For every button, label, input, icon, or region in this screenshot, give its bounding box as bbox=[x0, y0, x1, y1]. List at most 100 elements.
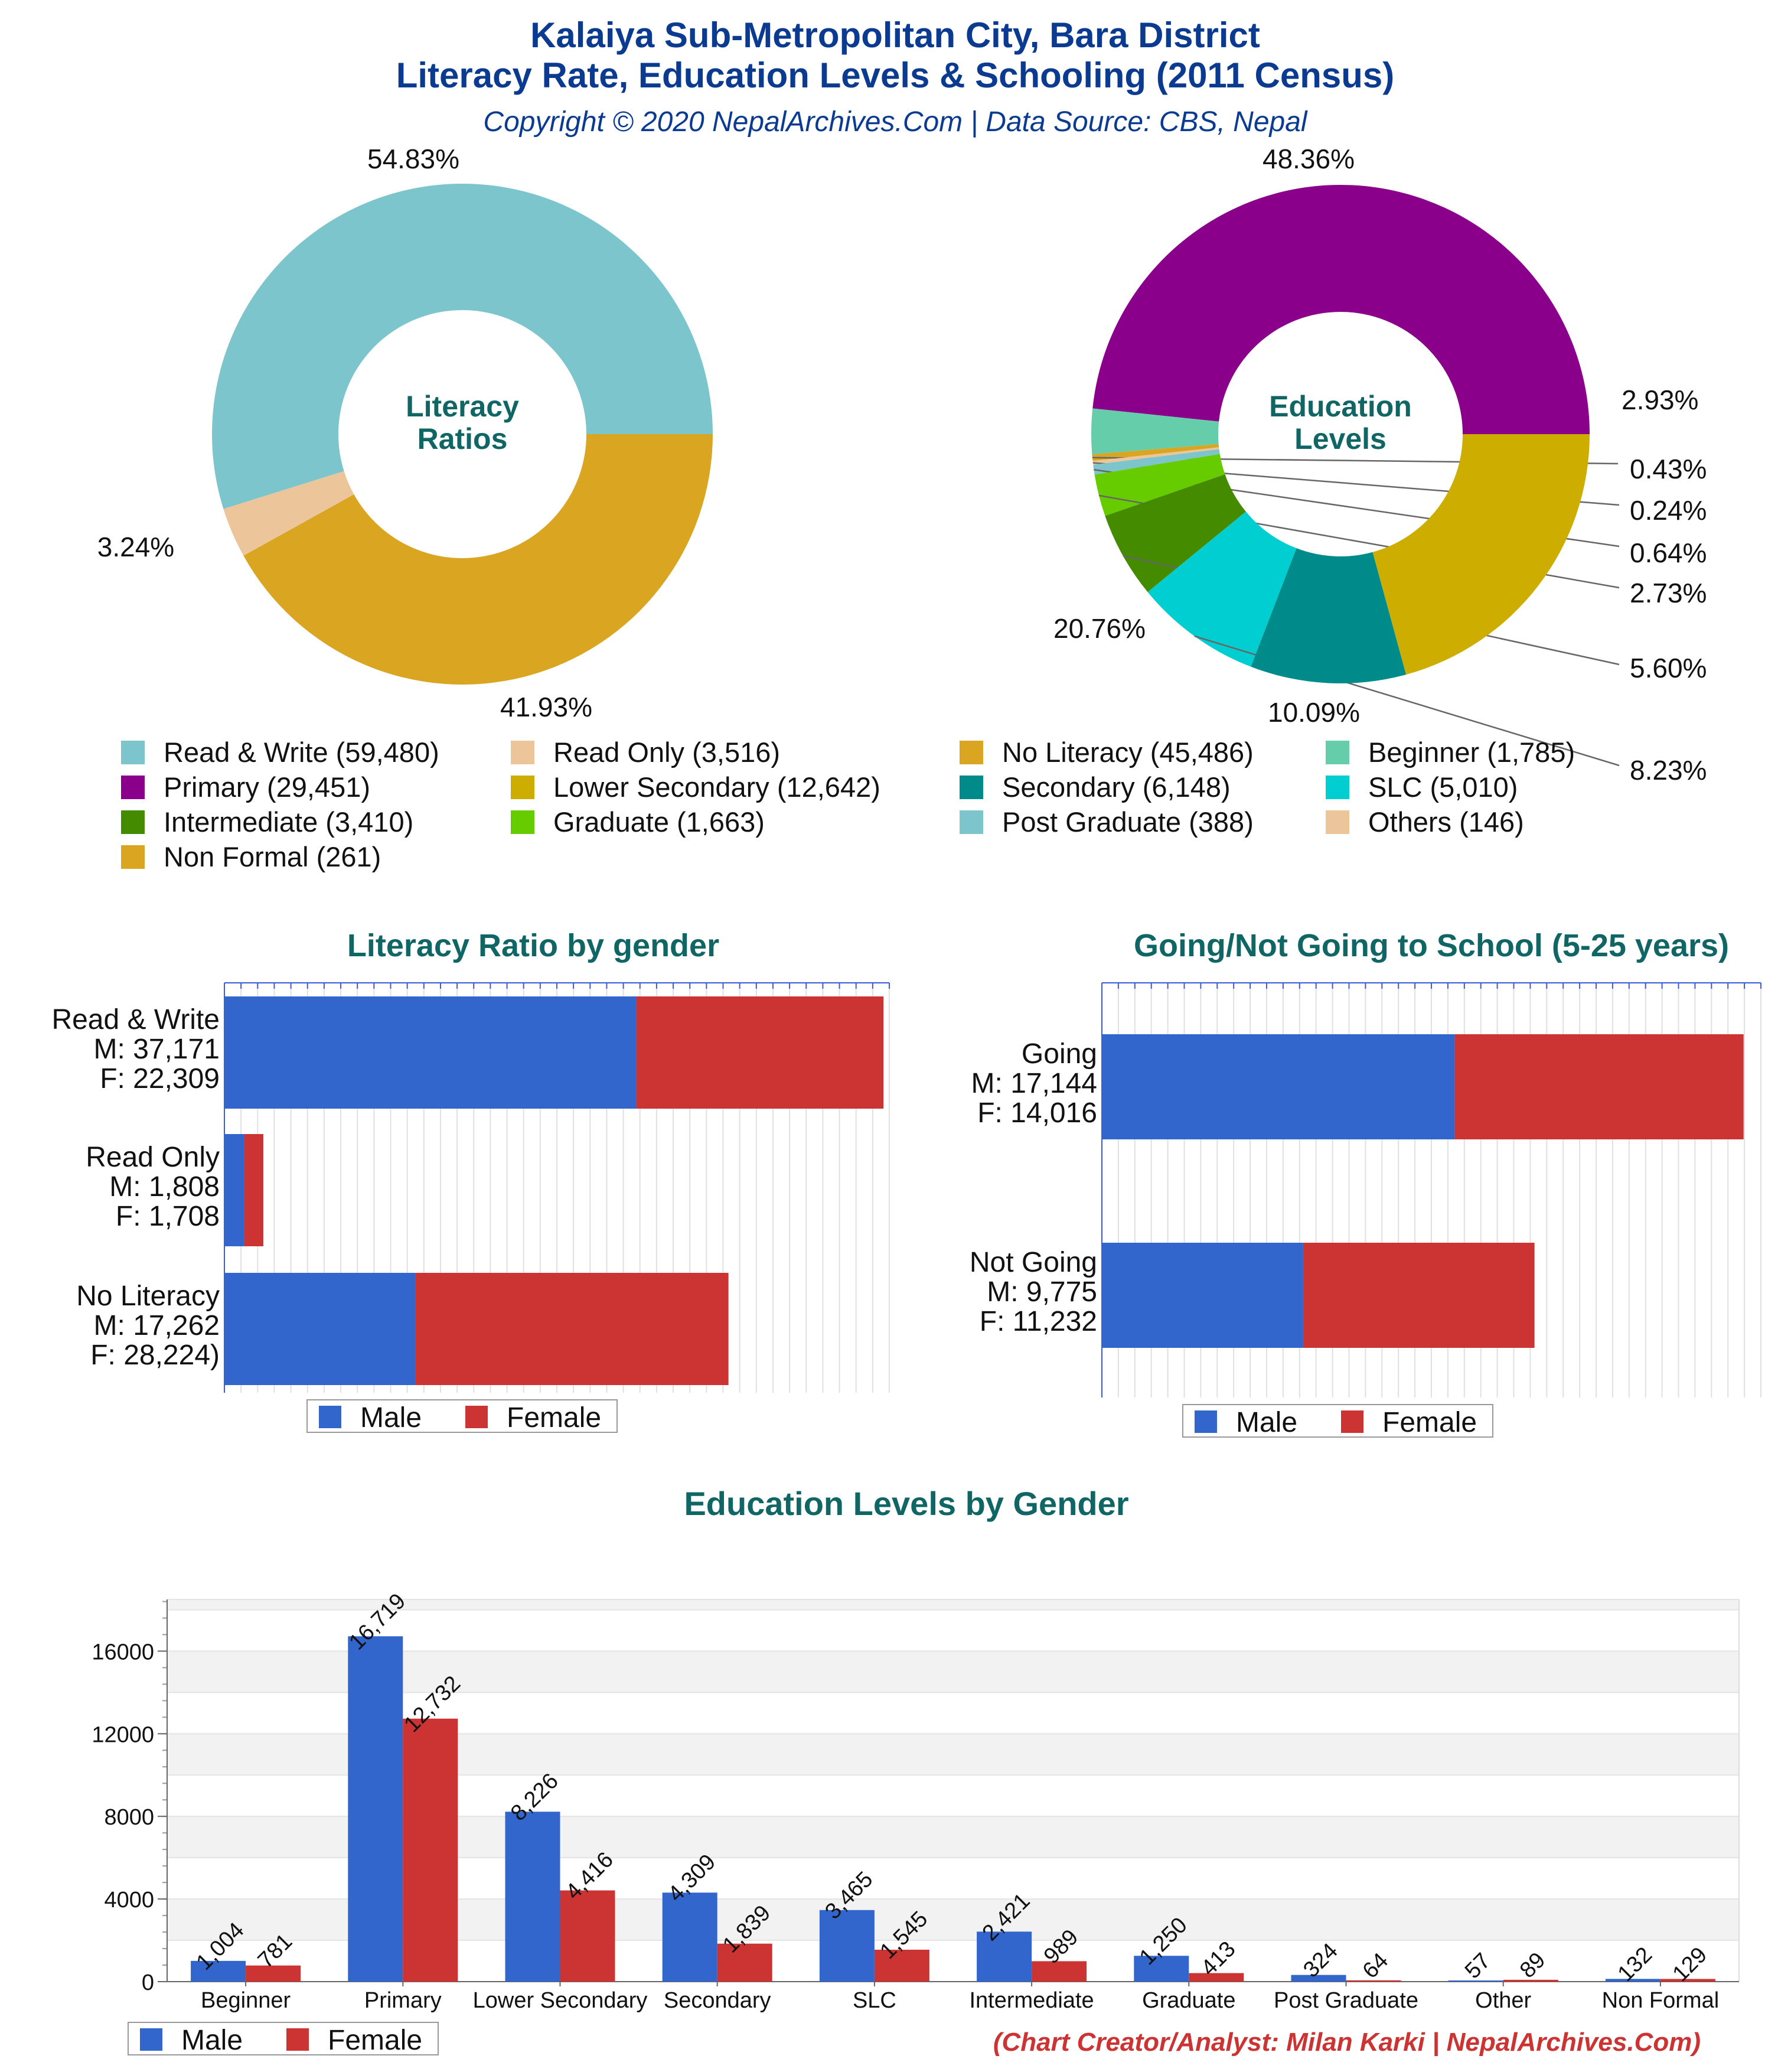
pie-percent-label: 2.73% bbox=[1630, 578, 1707, 608]
legend-label: Non Formal (261) bbox=[164, 841, 381, 872]
grid-band bbox=[167, 1599, 1739, 1610]
gender-legend-box bbox=[128, 2022, 439, 2055]
bar-female bbox=[1189, 1973, 1244, 1982]
bar-female bbox=[1303, 1243, 1535, 1348]
bar-female bbox=[560, 1890, 615, 1982]
x-category-label: Beginner bbox=[201, 1988, 291, 2013]
pie-percent-label: 41.93% bbox=[500, 692, 592, 722]
legend-label: Lower Secondary (12,642) bbox=[553, 771, 880, 803]
bar-female bbox=[717, 1943, 772, 1982]
legend-label: Male bbox=[1236, 1407, 1297, 1438]
legend-swatch bbox=[960, 776, 983, 799]
bar-female bbox=[244, 1134, 263, 1246]
bar-male bbox=[1448, 1980, 1503, 1982]
y-tick-label: 4000 bbox=[104, 1888, 154, 1913]
gender-legend-box bbox=[1182, 1404, 1493, 1438]
education-by-gender-chart: Education Levels by Gender 0 4000 8000 12000… bbox=[92, 1485, 1740, 2056]
bar-female bbox=[415, 1273, 729, 1385]
bar-male bbox=[1605, 1979, 1660, 1982]
legend-label: No Literacy (45,486) bbox=[1002, 737, 1254, 768]
pie-percent-label: 48.36% bbox=[1262, 144, 1355, 174]
gender-legend-box bbox=[306, 1399, 618, 1433]
pie-percent-label: 10.09% bbox=[1268, 697, 1360, 728]
title-line-2: Literacy Rate, Education Levels & School… bbox=[396, 56, 1395, 95]
legend-label: Read & Write (59,480) bbox=[164, 737, 439, 768]
legend-label: Primary (29,451) bbox=[164, 771, 370, 803]
pie-slice-post-graduate bbox=[1093, 449, 1220, 475]
category-label: Going bbox=[1022, 1038, 1097, 1070]
legend-label: Post Graduate (388) bbox=[1002, 806, 1254, 838]
pie-slice-slc bbox=[1147, 512, 1297, 667]
y-tick-label: 0 bbox=[142, 1970, 154, 1995]
x-category-label: Non Formal bbox=[1602, 1988, 1720, 2013]
grid-band bbox=[167, 1610, 1739, 1651]
x-category-label: Lower Secondary bbox=[473, 1988, 648, 2013]
bar-male bbox=[1102, 1034, 1455, 1139]
legend-label: Secondary (6,148) bbox=[1002, 771, 1231, 803]
pie-percent-label: 54.83% bbox=[367, 144, 459, 174]
pie-slice-lower-secondary bbox=[1372, 434, 1590, 675]
pie-percent-label: 2.93% bbox=[1622, 385, 1698, 415]
chart-title: Education Levels by Gender bbox=[684, 1485, 1128, 1522]
category-label: No Literacy bbox=[76, 1281, 220, 1312]
legend-swatch bbox=[1326, 776, 1349, 799]
legend-swatch bbox=[1326, 741, 1349, 764]
category-label: M: 1,808 bbox=[109, 1171, 220, 1203]
bar-male bbox=[224, 1134, 244, 1246]
legend-label: Graduate (1,663) bbox=[553, 806, 765, 838]
x-category-label: Secondary bbox=[664, 1988, 771, 2013]
legend-swatch bbox=[960, 741, 983, 764]
x-category-label: Primary bbox=[364, 1988, 442, 2013]
category-label: Read & Write bbox=[51, 1004, 220, 1035]
legend-label: Intermediate (3,410) bbox=[164, 806, 413, 838]
pie-percent-label: 5.60% bbox=[1630, 653, 1707, 683]
legend-swatch bbox=[1341, 1410, 1363, 1433]
x-category-label: Intermediate bbox=[969, 1988, 1094, 2013]
bar-female bbox=[403, 1718, 458, 1982]
category-label: F: 1,708 bbox=[116, 1201, 220, 1232]
bar-male bbox=[348, 1636, 403, 1982]
pie-slice-read-only bbox=[223, 471, 354, 556]
pie-slice-secondary bbox=[1251, 548, 1407, 683]
pie-slice-beginner bbox=[1091, 408, 1219, 455]
legend-label: Male bbox=[181, 2025, 243, 2056]
x-category-label: SLC bbox=[853, 1988, 896, 2013]
legend-swatch bbox=[121, 741, 145, 764]
category-label: M: 9,775 bbox=[987, 1276, 1097, 1308]
bar-male bbox=[1291, 1975, 1346, 1982]
donut-center-label: Education bbox=[1269, 390, 1412, 423]
bar-female bbox=[1032, 1961, 1087, 1982]
legend-swatch bbox=[511, 776, 534, 799]
legend-label: Others (146) bbox=[1368, 806, 1524, 838]
legend-swatch bbox=[465, 1406, 488, 1428]
legend-label: Female bbox=[328, 2025, 422, 2056]
category-label: F: 22,309 bbox=[100, 1063, 220, 1094]
pie-slice-intermediate bbox=[1105, 474, 1246, 592]
pie-percent-label: 0.24% bbox=[1630, 495, 1707, 526]
category-label: F: 14,016 bbox=[977, 1097, 1097, 1129]
y-tick-label: 16000 bbox=[92, 1640, 154, 1664]
y-tick-label: 8000 bbox=[104, 1805, 154, 1830]
bar-male bbox=[224, 996, 637, 1109]
legend-swatch bbox=[121, 776, 145, 799]
legend-label: Read Only (3,516) bbox=[553, 737, 780, 768]
bar-male bbox=[505, 1812, 560, 1982]
category-label: M: 17,262 bbox=[94, 1310, 220, 1341]
pie-percent-label: 3.24% bbox=[97, 532, 174, 562]
legend-swatch bbox=[960, 810, 983, 834]
category-label: M: 17,144 bbox=[971, 1068, 1097, 1099]
legend-swatch bbox=[140, 2028, 162, 2051]
legend-swatch bbox=[1326, 810, 1349, 834]
pie-slice-non-formal bbox=[1092, 444, 1219, 461]
bar-male bbox=[191, 1960, 246, 1982]
legend-label: Beginner (1,785) bbox=[1368, 737, 1575, 768]
chart-title: Literacy Ratio by gender bbox=[347, 928, 719, 963]
bar-female bbox=[1454, 1034, 1744, 1139]
bar-male bbox=[224, 1273, 416, 1385]
legend-swatch bbox=[511, 810, 534, 834]
pie-percent-label: 8.23% bbox=[1630, 755, 1707, 786]
bar-male bbox=[819, 1910, 875, 1982]
pie-slice-primary bbox=[1092, 184, 1590, 434]
creator-credit: (Chart Creator/Analyst: Milan Karki | Ne… bbox=[993, 2028, 1701, 2057]
